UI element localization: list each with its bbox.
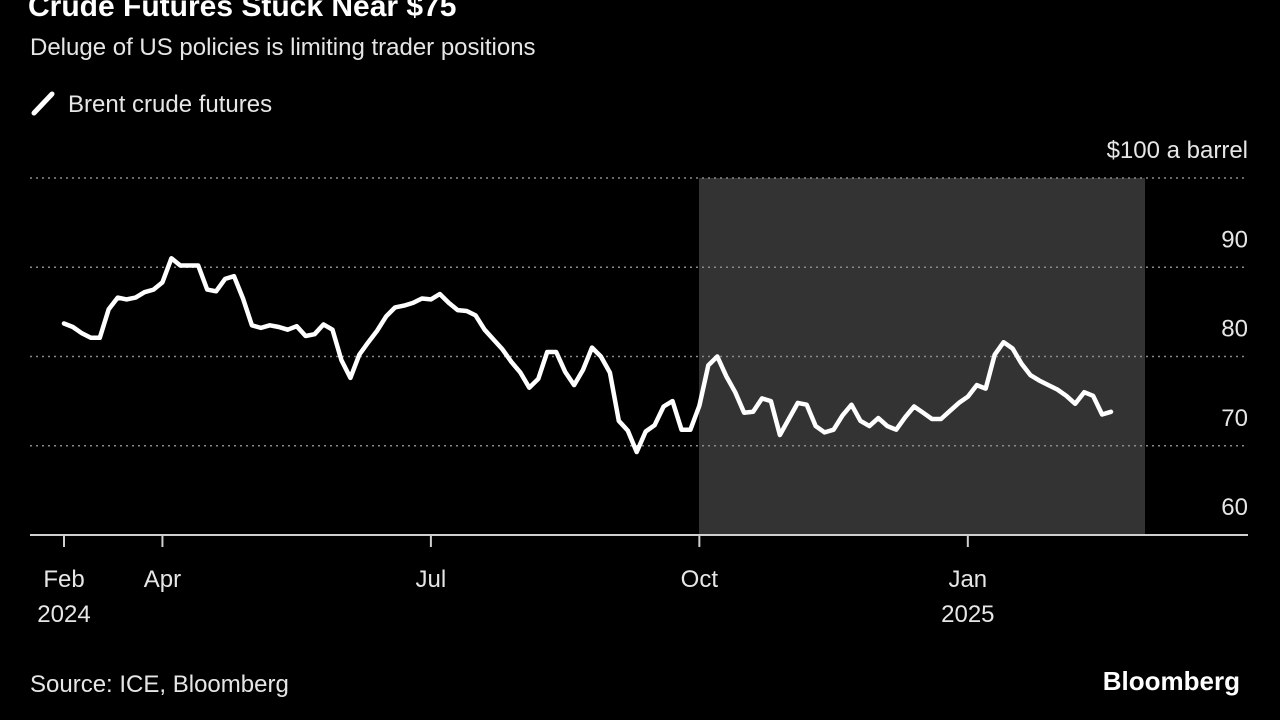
y-tick-label: 60 — [1221, 494, 1248, 521]
plot: 60 70 80 90 $100 a barrel — [30, 137, 1248, 547]
chart-title: Crude Futures Stuck Near $75 — [28, 0, 456, 23]
y-tick-label: 90 — [1221, 226, 1248, 253]
y-tick-label: 70 — [1221, 405, 1248, 432]
x-tick-label: Apr — [143, 566, 182, 593]
x-tick-label: Jan 2025 — [941, 566, 995, 628]
chart-subtitle: Deluge of US policies is limiting trader… — [30, 34, 536, 61]
source: Source: ICE, Bloomberg — [30, 671, 289, 698]
y-tick-label: 80 — [1221, 316, 1248, 343]
shaded-period — [699, 178, 1145, 535]
x-tick-label: Oct — [680, 566, 719, 593]
x-tick-label: Jul — [415, 566, 447, 593]
legend-swatch — [31, 91, 55, 116]
line — [61, 256, 1114, 455]
y-tick-label: $100 a barrel — [1107, 137, 1248, 164]
x-tick-label: Feb 2024 — [37, 566, 91, 628]
legend-label: Brent crude futures — [68, 91, 272, 118]
brand: Bloomberg — [1103, 666, 1240, 696]
